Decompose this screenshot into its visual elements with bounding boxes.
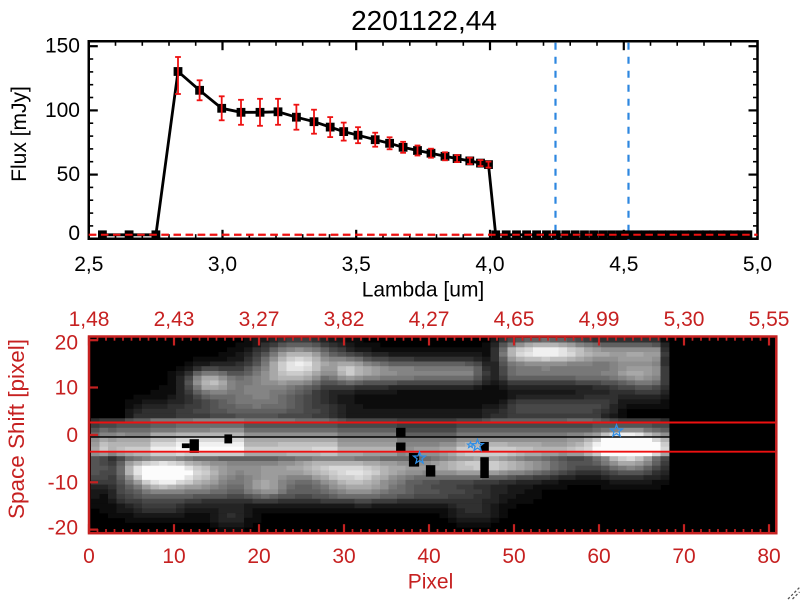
svg-text:2,43: 2,43 [154, 308, 195, 331]
svg-text:Lambda [um]: Lambda [um] [362, 279, 485, 302]
svg-text:20: 20 [55, 332, 78, 355]
svg-text:-20: -20 [48, 517, 78, 540]
svg-text:4,99: 4,99 [579, 308, 620, 331]
svg-text:5,55: 5,55 [749, 308, 790, 331]
svg-text:50: 50 [502, 545, 525, 568]
svg-text:4,0: 4,0 [475, 253, 504, 276]
svg-text:10: 10 [55, 377, 78, 400]
svg-text:150: 150 [45, 35, 80, 58]
svg-text:4,5: 4,5 [609, 253, 638, 276]
svg-text:0: 0 [83, 545, 95, 568]
svg-text:70: 70 [672, 545, 695, 568]
svg-text:Flux [mJy]: Flux [mJy] [8, 86, 31, 182]
svg-text:3,82: 3,82 [324, 308, 365, 331]
svg-text:Space Shift [pixel]: Space Shift [pixel] [4, 339, 29, 519]
svg-text:0: 0 [68, 222, 80, 245]
svg-text:-10: -10 [48, 471, 78, 494]
svg-text:Pixel: Pixel [408, 571, 454, 594]
svg-text:4,65: 4,65 [494, 308, 535, 331]
svg-text:2,5: 2,5 [74, 253, 103, 276]
svg-text:3,27: 3,27 [239, 308, 280, 331]
svg-text:50: 50 [57, 163, 80, 186]
svg-text:60: 60 [587, 545, 610, 568]
svg-text:5,30: 5,30 [664, 308, 705, 331]
svg-text:30: 30 [332, 545, 355, 568]
svg-text:10: 10 [162, 545, 185, 568]
svg-text:3,0: 3,0 [208, 253, 237, 276]
svg-text:40: 40 [417, 545, 440, 568]
svg-text:1,48: 1,48 [69, 308, 110, 331]
svg-text:3,5: 3,5 [342, 253, 371, 276]
svg-text:0: 0 [66, 424, 78, 447]
svg-text:4,27: 4,27 [409, 308, 450, 331]
svg-text:80: 80 [757, 545, 780, 568]
svg-text:2201122,44: 2201122,44 [351, 5, 497, 36]
svg-text:5,0: 5,0 [743, 253, 772, 276]
svg-text:100: 100 [45, 99, 80, 122]
svg-text:20: 20 [247, 545, 270, 568]
